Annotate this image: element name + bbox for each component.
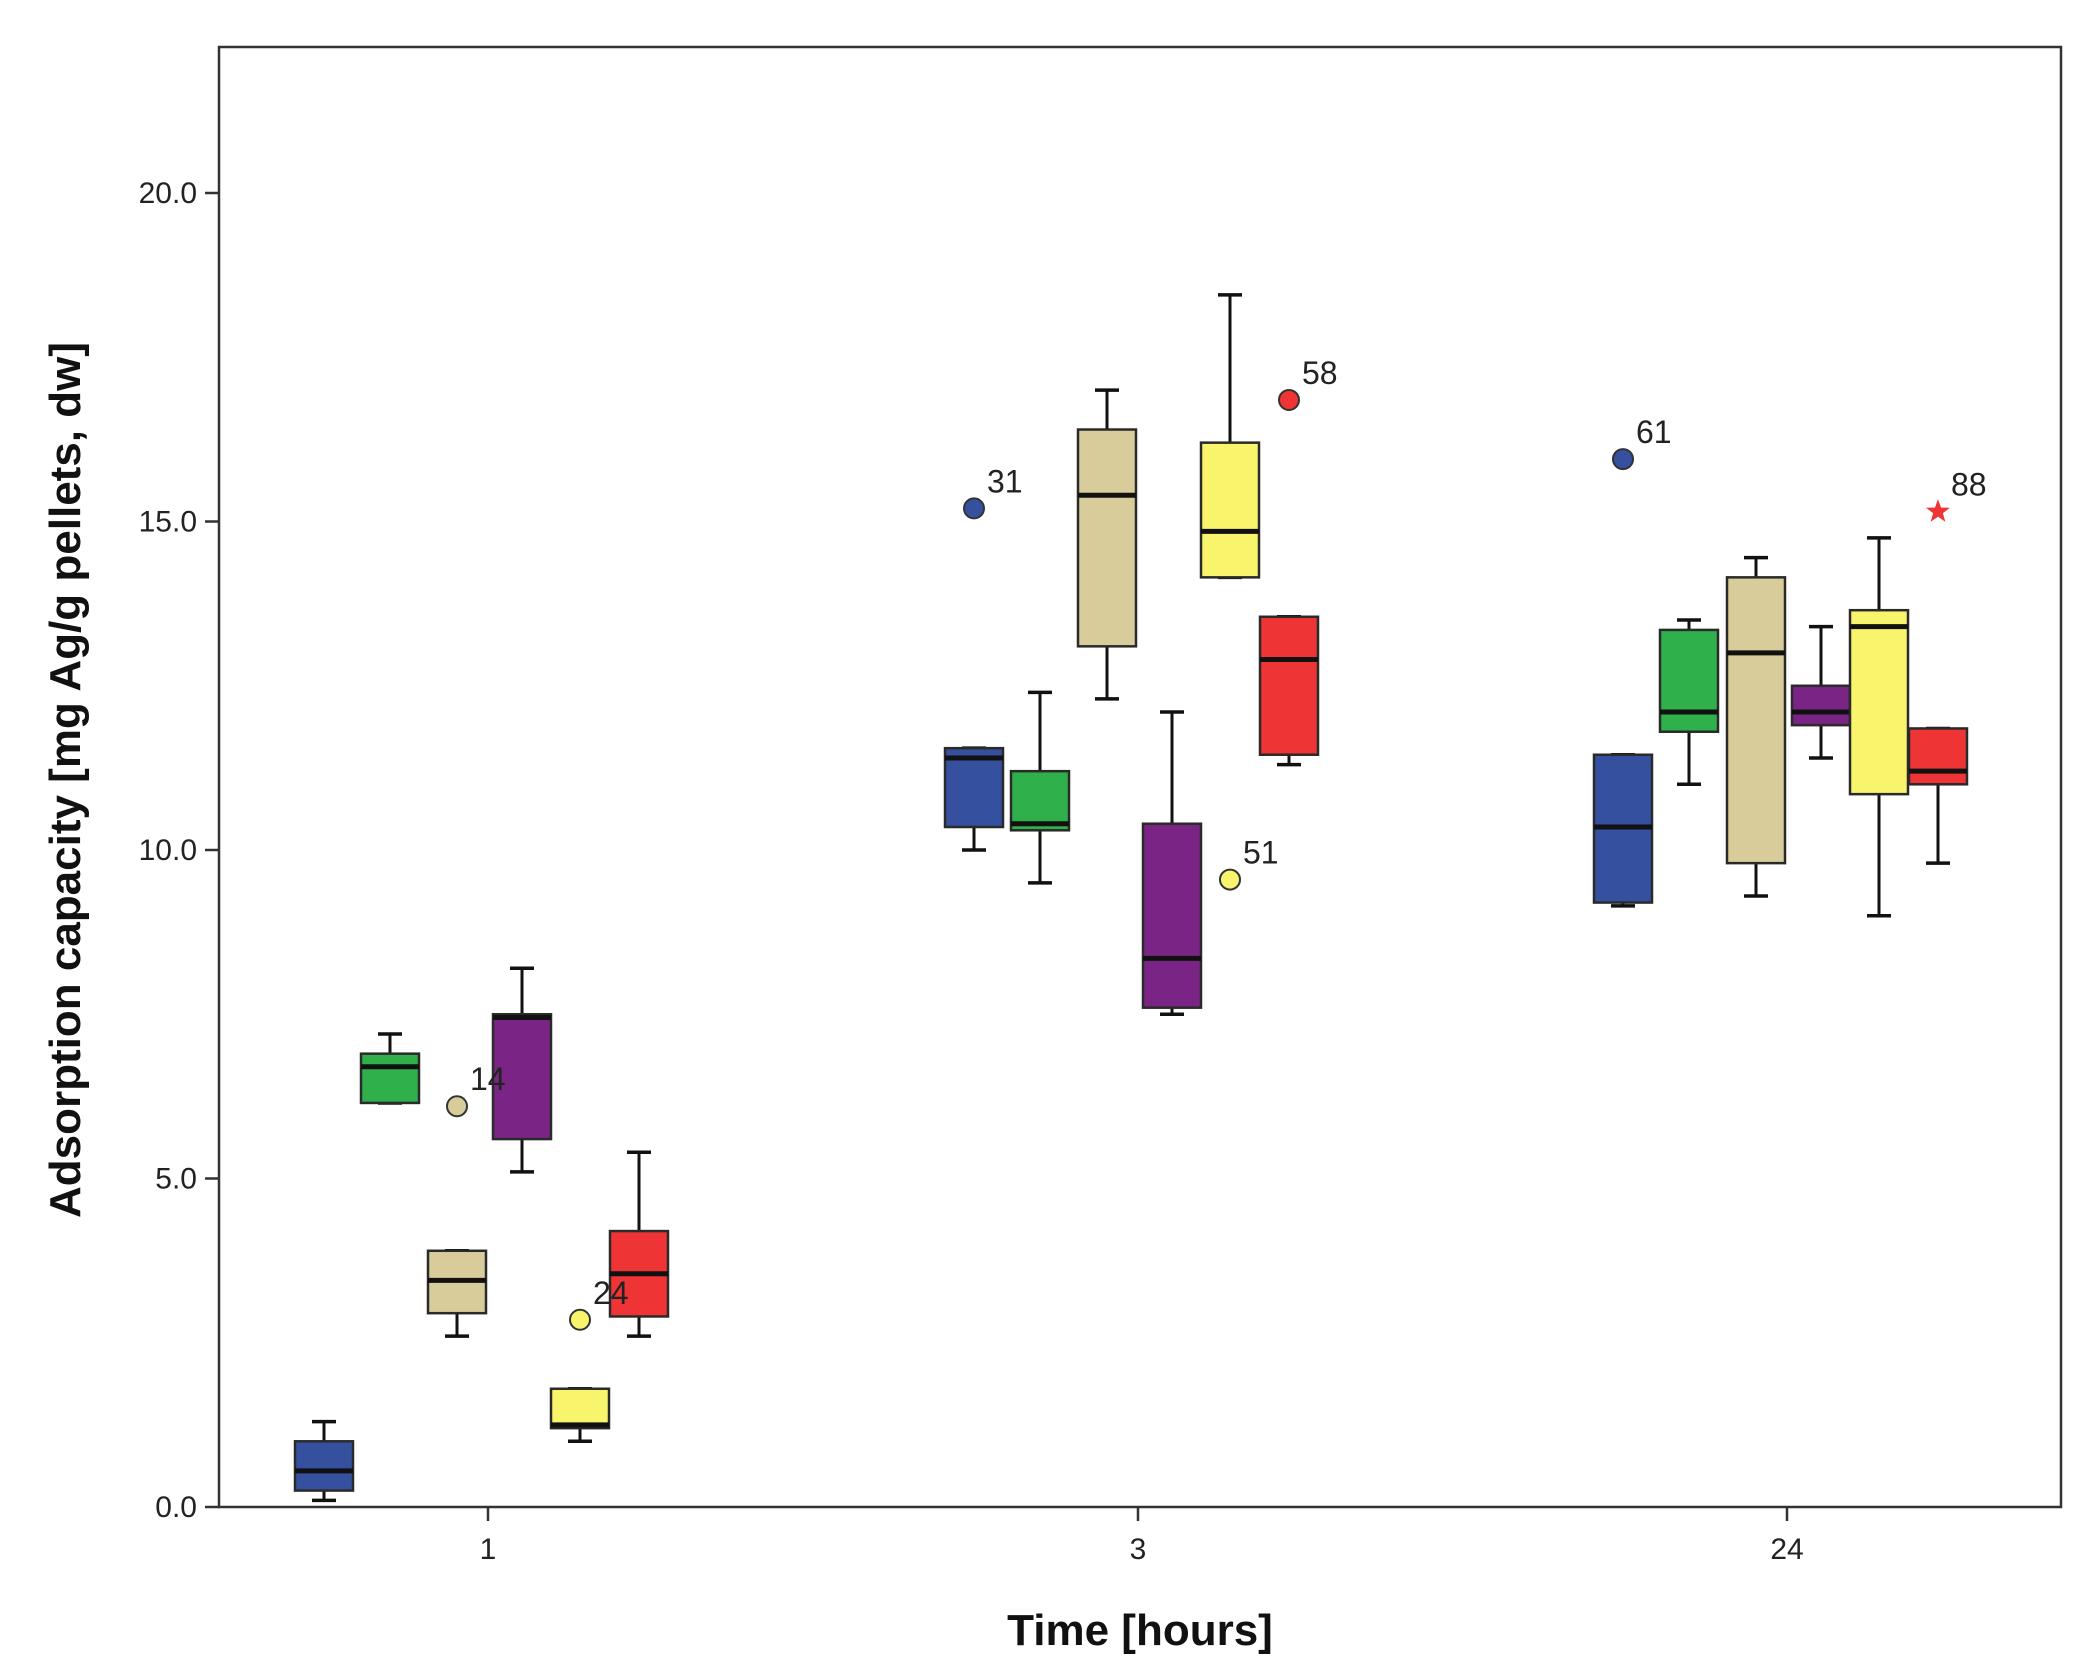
boxplot-box <box>1199 293 1261 580</box>
boxplot-box <box>608 1150 670 1338</box>
x-tick-label: 1 <box>480 1533 497 1566</box>
box-iqr <box>943 746 1005 829</box>
outlier-label: 51 <box>1243 835 1279 871</box>
boxplot-box <box>359 1032 421 1105</box>
x-axis-title: Time [hours] <box>1007 1606 1273 1655</box>
x-axis: 1 3 24 <box>480 1507 1804 1566</box>
x-tick-label: 3 <box>1130 1533 1147 1566</box>
boxes-layer <box>293 293 1969 1503</box>
box-iqr <box>1790 684 1852 727</box>
box-iqr <box>491 1013 553 1141</box>
boxplot-box <box>1076 388 1138 701</box>
boxplot-box <box>943 746 1005 852</box>
box-iqr <box>1076 428 1138 648</box>
boxplot-box <box>426 1249 488 1338</box>
box-iqr <box>1009 769 1071 832</box>
outlier-point <box>1612 448 1634 471</box>
y-axis-title: Adsorption capacity [mg Ag/g pellets, dw… <box>41 342 90 1218</box>
box-iqr <box>1848 608 1910 796</box>
outlier-point <box>963 497 985 520</box>
box-group-1h <box>293 966 670 1503</box>
outlier-point <box>569 1308 591 1331</box>
box-iqr <box>1907 727 1969 786</box>
boxplot-box <box>1790 624 1852 760</box>
box-iqr <box>1658 628 1720 733</box>
box-group-24h <box>1592 536 1969 918</box>
box-iqr <box>549 1387 611 1430</box>
y-tick-label: 20.0 <box>139 177 197 210</box>
outlier-label: 58 <box>1302 355 1338 391</box>
outliers-layer: 14 24 31 51 58 61 88 <box>446 355 1987 1331</box>
boxplot-box <box>1658 618 1720 787</box>
y-tick-label: 15.0 <box>139 506 197 539</box>
y-tick-label: 0.0 <box>155 1491 197 1524</box>
outlier-label: 31 <box>987 463 1023 499</box>
y-tick-label: 5.0 <box>155 1163 197 1196</box>
x-tick-label: 24 <box>1770 1533 1803 1566</box>
box-group-3h <box>943 293 1320 1016</box>
y-axis: 0.0 5.0 10.0 15.0 20.0 <box>139 177 219 1524</box>
boxplot-box <box>1907 726 1969 865</box>
outlier-point <box>1219 868 1241 891</box>
boxplot-box <box>491 966 553 1174</box>
box-iqr <box>1141 822 1203 1009</box>
boxplot-box <box>1592 752 1654 908</box>
box-iqr <box>1725 576 1787 865</box>
boxplot-box <box>1725 555 1787 898</box>
outlier-label: 24 <box>593 1275 629 1311</box>
outlier-point <box>1278 388 1300 411</box>
boxplot-box <box>1848 536 1910 918</box>
boxplot-box <box>293 1419 355 1503</box>
outlier-star <box>1926 499 1950 522</box>
outlier-point <box>446 1095 468 1118</box>
box-iqr <box>293 1440 355 1492</box>
boxplot-box <box>1009 690 1071 885</box>
boxplot-box <box>1141 710 1203 1016</box>
y-tick-label: 10.0 <box>139 834 197 867</box>
boxplot-box <box>1258 615 1320 767</box>
outlier-label: 14 <box>470 1061 506 1097</box>
box-iqr <box>359 1052 421 1105</box>
box-iqr <box>1258 615 1320 756</box>
outlier-label: 61 <box>1636 414 1672 450</box>
boxplot-box <box>549 1386 611 1444</box>
box-iqr <box>1199 441 1261 579</box>
outlier-label: 88 <box>1951 467 1987 503</box>
